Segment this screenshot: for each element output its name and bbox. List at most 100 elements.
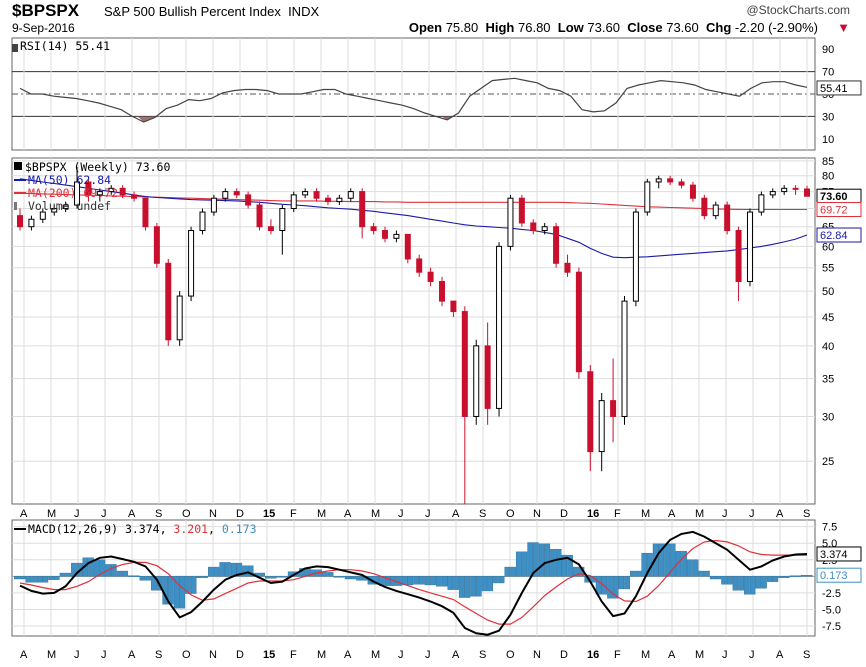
macd-hist-bar [550,548,556,577]
macd-hist-bar [282,576,288,578]
hist-last-box [816,567,862,583]
macd-hist-bar [783,576,790,578]
macd-hist-bar [327,572,334,577]
price-tick-label: 25 [822,456,834,468]
price-x-tick-label: A [128,508,136,520]
rsi-oversold-area [441,116,454,120]
candle-body [85,181,92,196]
macd-hist-bar [424,576,431,586]
candle-body [724,204,731,232]
candle-body [564,262,571,273]
candle-body [781,187,788,193]
macd-x-tick-label: A [452,649,460,661]
candle-body [28,218,35,228]
close-value: 73.60 [666,20,699,35]
volume-label: Volume undef [28,199,111,213]
macd-x-tick-label: A [128,649,136,661]
change-value: -2.20 (-2.90%) [734,20,818,35]
macd-hist-bar [259,572,265,577]
candle-body [792,187,799,190]
macd-hist-bar [99,559,106,577]
macd-hist-bar [185,576,191,594]
price-x-tick-label: A [20,508,28,520]
candle-body [598,400,605,453]
macd-signal-value: 3.201 [173,522,208,536]
candle-body [689,184,696,199]
macd-hist-bar [778,576,784,578]
macd-hist-bar [122,570,129,577]
candle-body [393,233,400,239]
macd-x-tick-label: A [20,649,28,661]
macd-hist-bar [65,572,72,577]
candle-body [541,226,548,232]
macd-hist-bar [698,570,705,577]
price-x-axis: A M J J A S O N D 15 F M A M J J A S O N D 16 F M A M J J A S [20,508,810,520]
candle-body [416,258,423,273]
price-x-tick-label: M [641,508,650,520]
candle-body [450,300,457,313]
candle-body [142,197,149,228]
macd-x-tick-label: D [236,649,244,661]
macd-x-tick-label: J [749,649,755,661]
macd-x-tick-label: J [425,649,431,661]
rsi-label: RSI(14) 55.41 [20,39,110,53]
chart-date: 9-Sep-2016 [12,21,75,35]
macd-x-tick-label: D [560,649,568,661]
candle-body [804,188,810,197]
candle-body [575,271,582,373]
macd-x-tick-label: S [479,649,486,661]
macd-hist-bar [510,566,516,577]
price-x-tick-label: D [236,508,244,520]
macd-hist-bar [504,566,511,577]
macd-x-tick-label: F [290,649,297,661]
candle-body [119,187,126,196]
open-value: 75.80 [445,20,479,35]
candle-body [233,191,240,196]
macd-hist-bar [225,562,231,577]
candle-body [188,230,195,297]
macd-hist-bar [481,576,488,592]
macd-x-tick-label: J [398,649,404,661]
candle-body [712,204,719,217]
macd-hist-bar [498,576,505,584]
macd-last-value: 3.374 [820,549,848,561]
rsi-tick-label: 10 [822,134,834,146]
price-tick-label: 35 [822,374,834,386]
macd-x-tick-label: N [209,649,217,661]
stockcharts-watermark: @StockCharts.com [746,3,850,17]
macd-hist-bar [458,576,465,598]
candle-body [381,230,388,239]
index-name: S&P 500 Bullish Percent Index INDX [104,4,319,19]
candle-body [199,211,206,232]
candle-body [74,181,81,206]
macd-hist-bar [607,576,613,599]
macd-hist-bar [801,574,807,577]
price-x-tick-label: M [371,508,380,520]
candle-body [153,226,160,264]
macd-hist-bar [749,576,756,595]
macd-hist-bar [190,576,197,594]
ma50-last-value: 62.84 [820,230,848,242]
candle-body [553,226,560,264]
rsi-line [19,77,808,123]
price-tick-label: 85 [822,156,834,168]
macd-hist-bar [59,572,66,577]
macd-tick-label: -2.5 [822,588,841,600]
macd-hist-bar [25,576,32,583]
macd-hist-bar [744,576,750,595]
low-label: Low [557,20,584,35]
price-x-tick-label: S [479,508,486,520]
candle-body [210,197,217,213]
macd-hist-bar [265,576,271,579]
macd-sep-1: , [160,522,174,536]
macd-hist-bar [88,557,94,577]
ohlc-readout: Open 75.80 High 76.80 Low 73.60 Close 73… [409,20,818,35]
macd-hist-bar [453,576,459,590]
macd-hist-bar [521,551,528,577]
price-x-tick-label: J [749,508,755,520]
candle-body [404,233,411,260]
candle-body [313,191,320,199]
high-value: 76.80 [518,20,551,35]
macd-hist-bar [470,576,476,597]
